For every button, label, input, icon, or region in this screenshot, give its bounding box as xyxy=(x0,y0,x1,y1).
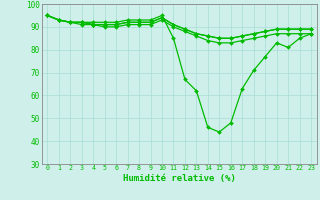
X-axis label: Humidité relative (%): Humidité relative (%) xyxy=(123,174,236,183)
